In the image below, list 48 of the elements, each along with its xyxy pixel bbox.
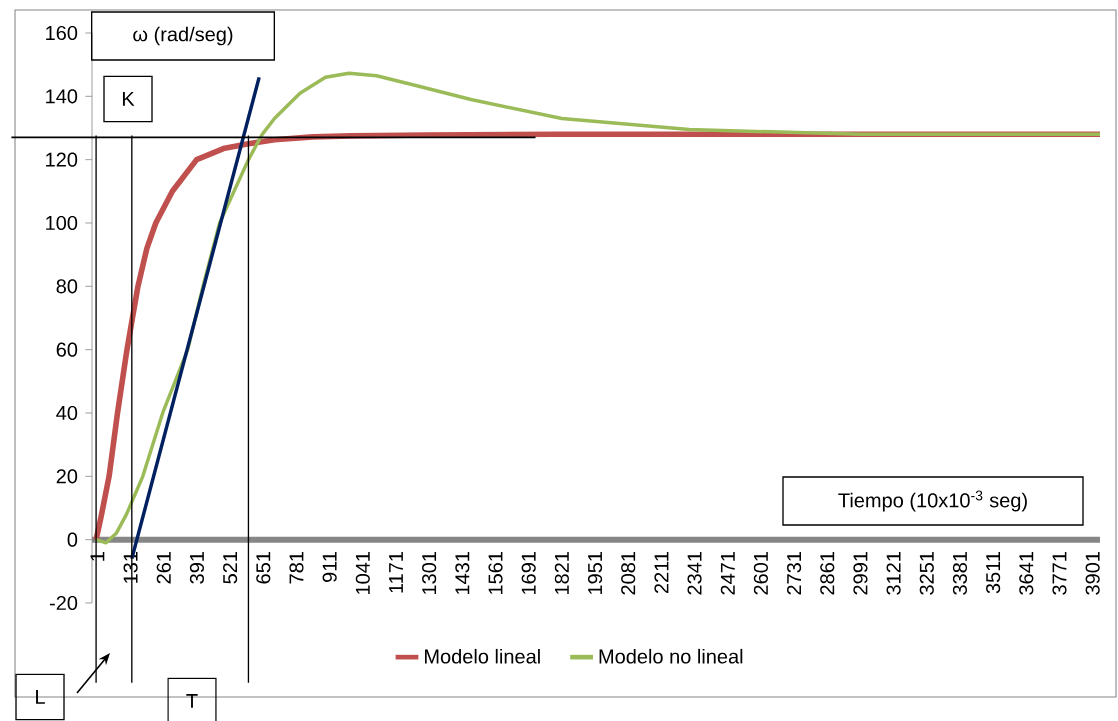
x-tick-label: 131 <box>123 552 138 583</box>
x-tick-label: 651 <box>256 552 271 584</box>
legend-label: Modelo lineal <box>425 648 540 664</box>
y-tick-label: 140 <box>46 89 78 104</box>
y-tick-label: 60 <box>56 342 78 357</box>
y-tick-label: 0 <box>67 532 78 547</box>
y-tick-label: 80 <box>56 279 78 294</box>
y-tick-label: 120 <box>46 152 78 167</box>
y-tick-label: 160 <box>46 25 78 41</box>
x-tick-label: 1561 <box>488 552 503 594</box>
x-tick-label: 391 <box>189 552 205 584</box>
text: T <box>186 694 198 708</box>
x-tick-label: 261 <box>156 552 171 584</box>
x-tick-label: 521 <box>223 552 238 584</box>
x-tick-label: 2861 <box>820 552 835 595</box>
y-axis-title: ω (rad/seg) <box>133 26 233 46</box>
x-tick-label: 2601 <box>753 552 768 595</box>
x-axis-title: Tiempo (10x10$^{-3}$ seg) <box>838 490 1027 512</box>
x-tick-label: 2471 <box>720 552 735 595</box>
x-tick-label: 911 <box>322 552 337 582</box>
x-tick-label: 2731 <box>787 552 802 595</box>
x-tick-label: 2081 <box>621 552 636 595</box>
x-tick-label: 3251 <box>919 552 934 595</box>
x-tick-label: 781 <box>289 552 304 584</box>
x-tick-label: 1951 <box>587 552 603 594</box>
x-tick-label: 3381 <box>952 552 968 595</box>
x-tick-label: 3641 <box>1019 552 1034 595</box>
x-tick-label: 2991 <box>853 552 868 595</box>
annotation: K <box>122 92 135 106</box>
x-tick-label: 2341 <box>687 552 702 595</box>
x-tick-label: 1171 <box>389 552 403 593</box>
x-tick-label: 2211 <box>654 552 669 594</box>
x-tick-label: 3511 <box>986 552 1001 594</box>
y-tick-label: 100 <box>46 215 78 231</box>
y-tick-label: 40 <box>56 405 78 421</box>
x-tick-label: 1041 <box>355 552 370 594</box>
x-tick-label: 3901 <box>1085 552 1100 595</box>
x-tick-label: 1691 <box>521 552 536 594</box>
x-tick-label: 1301 <box>422 552 437 594</box>
y-tick-label: 20 <box>56 469 78 484</box>
text: L <box>36 690 45 704</box>
x-tick-label: 3121 <box>886 552 901 595</box>
legend-label: Modelo no lineal <box>599 648 743 664</box>
x-tick-label: 3771 <box>1052 552 1067 595</box>
x-tick-label: 1 <box>90 552 105 561</box>
y-tick-label: -20 <box>49 595 78 611</box>
x-tick-label: 1431 <box>455 552 470 594</box>
x-tick-label: 1821 <box>554 552 569 594</box>
